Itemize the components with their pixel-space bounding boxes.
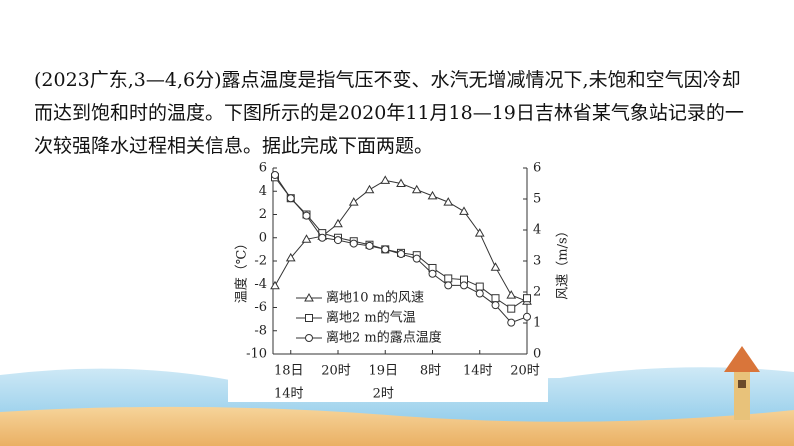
legend-label: 离地2 m的露点温度 [326, 330, 442, 346]
triangle-marker [364, 184, 375, 194]
circle-marker [349, 239, 358, 248]
circle-marker [334, 236, 342, 245]
circle-marker [428, 269, 437, 278]
y2-tick-label: 5 [533, 192, 541, 207]
square-marker [475, 282, 484, 291]
circle-marker [491, 301, 500, 310]
triangle-marker [304, 292, 314, 302]
circle-marker [460, 281, 468, 290]
triangle-marker [380, 175, 391, 184]
paragraph-line: 而达到饱和时的温度。下图所示的是2020年11月18—19日吉林省某气象站记录的… [34, 102, 744, 124]
y2-tick-label: 4 [533, 223, 541, 238]
y-tick-label: -6 [254, 300, 267, 315]
y-axis-title: 温度（℃） [234, 237, 250, 304]
triangle-marker [490, 262, 501, 271]
circle-marker [412, 254, 421, 263]
square-marker [491, 294, 500, 303]
triangle-marker [285, 252, 296, 262]
x-tick-sublabel: 2时 [373, 387, 394, 402]
y-tick-label: 2 [259, 207, 267, 222]
triangle-marker [396, 178, 406, 187]
x-tick-label: 19日 [368, 364, 398, 379]
y2-tick-label: 6 [533, 161, 541, 176]
legend-label: 离地2 m的气温 [326, 310, 416, 326]
triangle-marker [270, 280, 280, 290]
paragraph-line: (2023广东,3—4,6分)露点温度是指气压不变、水汽无增减情况下,未饱和空气… [34, 69, 741, 91]
circle-marker [381, 245, 390, 254]
legend-label: 离地10 m的风速 [326, 290, 424, 306]
circle-marker [523, 312, 531, 321]
x-tick-label: 18日 [274, 364, 304, 379]
circle-marker [286, 194, 295, 203]
square-marker [523, 294, 531, 303]
sand-decoration [0, 406, 794, 446]
triangle-marker [411, 184, 422, 194]
circle-marker [305, 334, 313, 342]
x-tick-sublabel: 14时 [274, 387, 304, 402]
y-tick-label: 0 [259, 230, 267, 245]
y2-axis-title: 风速（m/s） [556, 224, 571, 299]
triangle-marker [333, 218, 343, 228]
paragraph-line: 次较强降水过程相关信息。据此完成下面两题。 [34, 135, 434, 157]
y2-tick-label: 0 [533, 347, 541, 362]
triangle-marker [427, 190, 438, 200]
question-paragraph: (2023广东,3—4,6分)露点温度是指气压不变、水汽无增减情况下,未饱和空气… [34, 64, 744, 163]
chart-background [228, 165, 548, 402]
triangle-marker [348, 197, 359, 206]
y2-tick-label: 1 [533, 316, 541, 331]
y-tick-label: -10 [246, 347, 267, 362]
triangle-marker [459, 206, 469, 215]
y2-tick-label: 3 [533, 254, 541, 269]
y-tick-label: 4 [259, 184, 267, 199]
square-marker [507, 304, 516, 313]
circle-marker [507, 318, 516, 327]
circle-marker [302, 211, 311, 220]
lighthouse [724, 346, 760, 420]
y2-tick-label: 2 [533, 285, 541, 300]
x-tick-label: 8时 [420, 364, 441, 379]
circle-marker [397, 250, 405, 259]
circle-marker [475, 289, 484, 298]
triangle-marker [474, 228, 485, 237]
circle-marker [444, 281, 453, 290]
x-tick-label: 20时 [321, 364, 351, 379]
chart: 温度（℃） 风速（m/s） -10 -8 -6 -4 -2 0 2 4 6 0 1 2 3 4 5 6 18日 1… [234, 161, 571, 402]
x-tick-label: 20时 [510, 364, 540, 379]
square-marker [305, 314, 313, 322]
circle-marker [271, 170, 279, 179]
triangle-marker [443, 197, 454, 206]
y-tick-label: -2 [254, 254, 267, 269]
y-tick-label: -8 [254, 323, 267, 338]
y-tick-label: -4 [254, 277, 267, 292]
circle-marker [318, 233, 327, 242]
triangle-marker [301, 234, 312, 243]
square-marker [444, 274, 453, 283]
circle-marker [365, 241, 374, 250]
triangle-marker [506, 290, 517, 299]
y-tick-label: 6 [259, 161, 267, 176]
x-tick-label: 14时 [463, 364, 493, 379]
